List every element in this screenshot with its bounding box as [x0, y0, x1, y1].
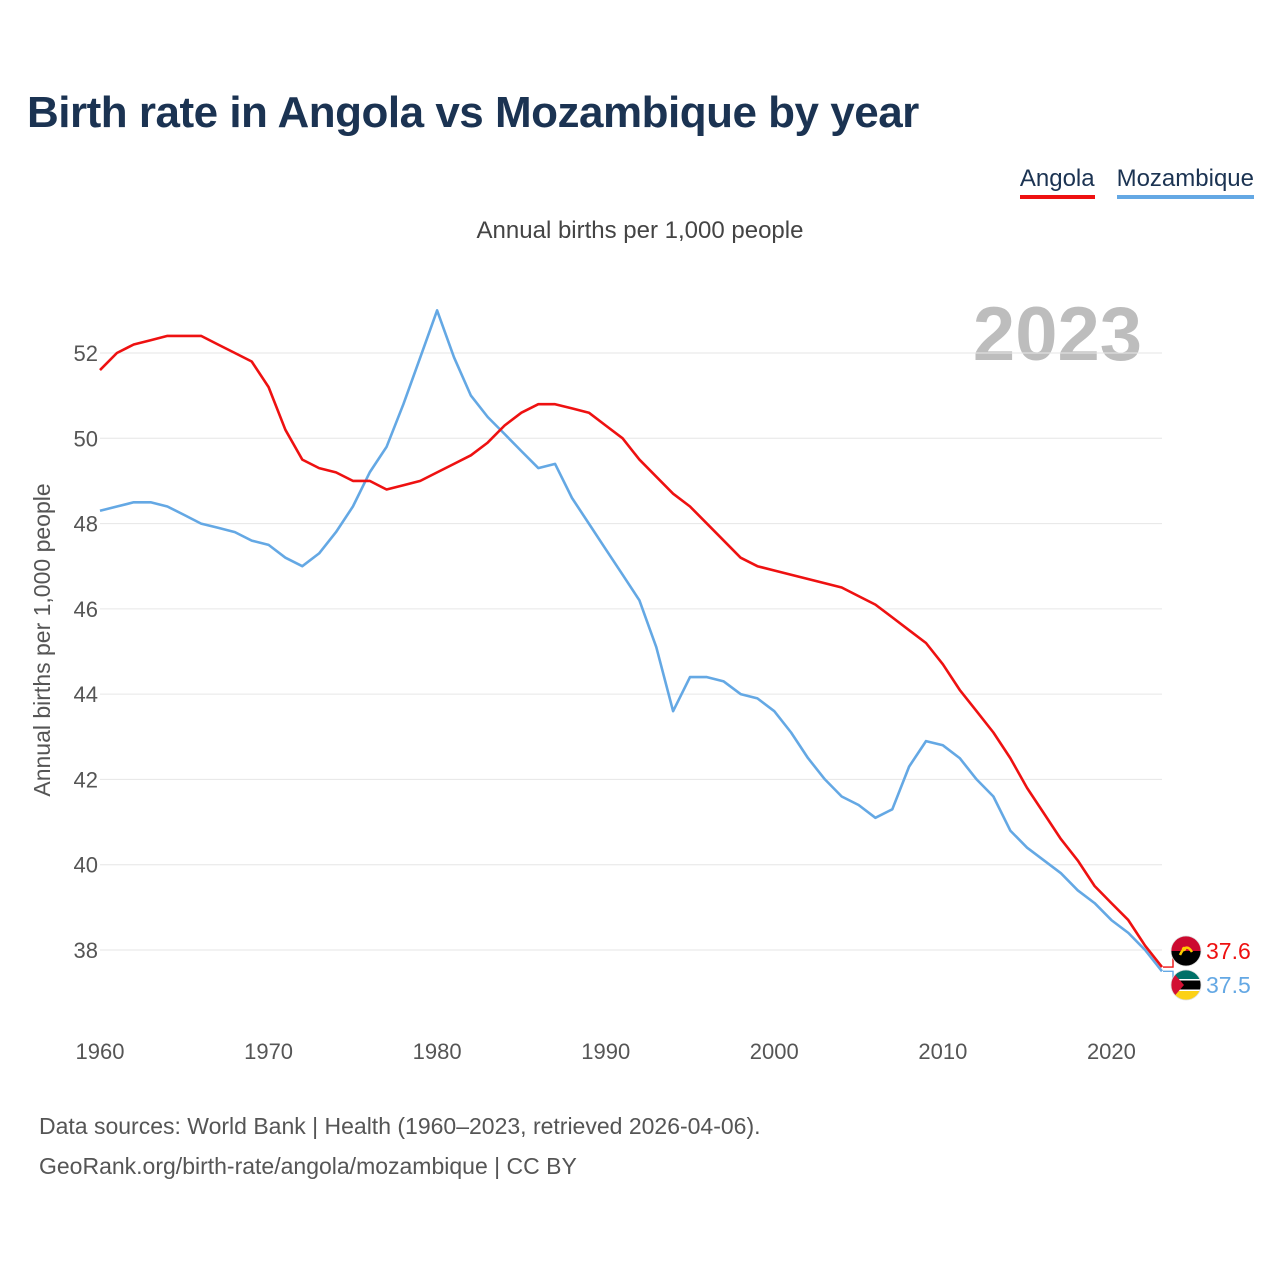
- end-value-label-angola: 37.6: [1206, 938, 1251, 964]
- flag-angola-icon: [1170, 935, 1202, 967]
- source-url[interactable]: GeoRank.org/birth-rate/angola/mozambique…: [39, 1153, 577, 1179]
- legend-item-mozambique[interactable]: Mozambique: [1116, 166, 1254, 199]
- data-source-note: Data sources: World Bank | Health (1960–…: [39, 1113, 761, 1139]
- chart-subtitle: Annual births per 1,000 people: [476, 217, 804, 244]
- y-tick-label: 44: [74, 682, 98, 707]
- year-watermark: 2023: [972, 292, 1142, 377]
- flag-mozambique-icon: [1170, 969, 1202, 1001]
- y-tick-label: 52: [74, 341, 98, 366]
- y-tick-label: 50: [74, 426, 98, 451]
- y-axis-label: Annual births per 1,000 people: [29, 483, 55, 796]
- x-tick-label: 1990: [581, 1039, 630, 1064]
- line-chart: 38 40 42 44 46 48 50 52 1960 1970 1980 1990 2000 201…: [29, 309, 1251, 1064]
- x-tick-label: 1980: [413, 1039, 462, 1064]
- x-tick-label: 1970: [244, 1039, 293, 1064]
- series-line-angola[interactable]: [99, 334, 1164, 968]
- y-tick-label: 46: [74, 597, 98, 622]
- y-tick-label: 42: [74, 767, 98, 792]
- y-tick-label: 38: [74, 938, 98, 963]
- legend: Angola Mozambique: [1019, 166, 1254, 199]
- series-line-mozambique[interactable]: [99, 309, 1164, 973]
- x-tick-label: 2000: [750, 1039, 799, 1064]
- y-tick-label: 40: [74, 853, 98, 878]
- x-tick-label: 1960: [76, 1039, 125, 1064]
- y-tick-label: 48: [74, 512, 98, 537]
- end-value-label-mozambique: 37.5: [1206, 972, 1251, 998]
- footer: Data sources: World Bank | Health (1960–…: [39, 1106, 761, 1186]
- x-tick-label: 2020: [1087, 1039, 1136, 1064]
- x-tick-label: 2010: [918, 1039, 967, 1064]
- chart-title: Birth rate in Angola vs Mozambique by ye…: [27, 88, 919, 137]
- legend-item-angola[interactable]: Angola: [1019, 166, 1095, 199]
